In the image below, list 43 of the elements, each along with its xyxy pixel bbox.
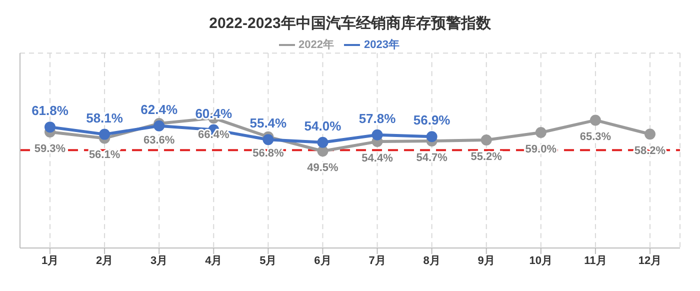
point bbox=[317, 146, 328, 157]
point bbox=[262, 134, 274, 146]
data-label: 56.9% bbox=[413, 112, 451, 128]
data-label: 60.4% bbox=[195, 106, 232, 121]
point bbox=[372, 129, 383, 140]
data-label: 56.8% bbox=[252, 148, 284, 160]
x-tick-label: 2月 bbox=[96, 254, 114, 267]
data-label: 54.4% bbox=[362, 152, 394, 164]
data-label: 54.7% bbox=[416, 152, 448, 164]
data-label: 56.1% bbox=[88, 149, 120, 162]
data-label: 61.8% bbox=[32, 103, 69, 118]
legend-label: 2023年 bbox=[364, 39, 400, 51]
point bbox=[535, 127, 546, 138]
x-tick-label: 3月 bbox=[150, 254, 168, 267]
data-label: 55.2% bbox=[470, 150, 502, 163]
point bbox=[44, 122, 56, 133]
x-tick-label: 9月 bbox=[478, 254, 495, 267]
data-label: 63.6% bbox=[143, 134, 175, 146]
x-tick-label: 11月 bbox=[584, 254, 607, 267]
x-tick-label: 12月 bbox=[638, 254, 662, 267]
x-tick-label: 5月 bbox=[260, 254, 277, 267]
data-label: 57.8% bbox=[358, 110, 396, 126]
x-tick-label: 4月 bbox=[205, 254, 222, 267]
x-tick-label: 1月 bbox=[41, 254, 59, 267]
legend-label: 2022年 bbox=[298, 39, 334, 51]
data-label: 65.3% bbox=[580, 131, 612, 144]
point bbox=[590, 114, 601, 126]
data-label: 62.4% bbox=[140, 102, 178, 117]
x-tick-label: 10月 bbox=[529, 254, 553, 267]
data-label: 55.4% bbox=[250, 116, 288, 131]
x-tick-label: 6月 bbox=[314, 254, 332, 267]
data-label: 58.1% bbox=[86, 110, 124, 126]
point bbox=[426, 131, 438, 142]
data-label: 66.4% bbox=[198, 128, 230, 141]
data-label: 49.5% bbox=[307, 162, 339, 174]
point bbox=[99, 128, 110, 140]
point bbox=[644, 128, 656, 140]
point bbox=[317, 136, 328, 148]
data-label: 54.0% bbox=[304, 118, 342, 134]
point bbox=[480, 134, 492, 146]
x-tick-label: 7月 bbox=[368, 254, 386, 267]
chart-title: 2022-2023年中国汽车经销商库存预警指数 bbox=[208, 14, 492, 33]
x-tick-label: 8月 bbox=[423, 254, 440, 267]
